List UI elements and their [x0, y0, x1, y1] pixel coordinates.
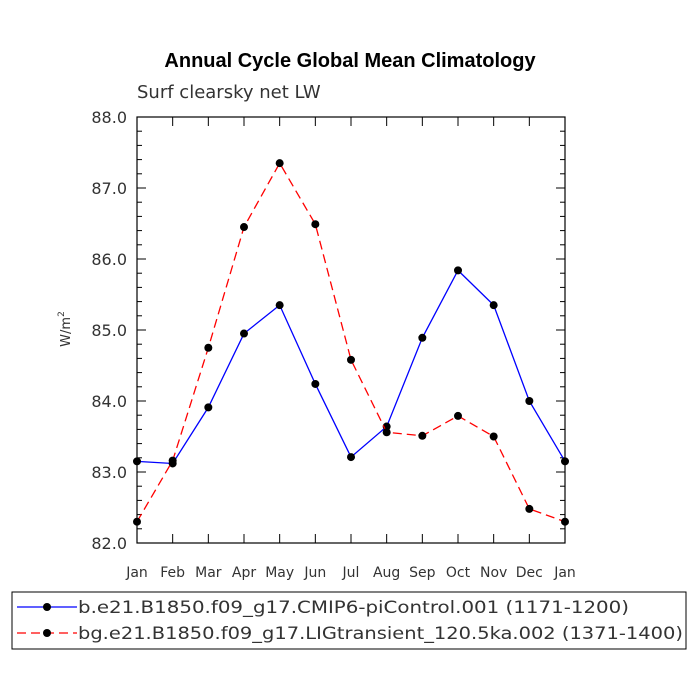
series-2-point [240, 223, 248, 232]
x-tick-label: May [265, 565, 294, 581]
series-1 [133, 266, 569, 468]
series-1-point [204, 403, 213, 412]
series-2-line [136, 161, 566, 523]
series-2-point [311, 220, 320, 229]
x-tick-label: Nov [480, 565, 507, 581]
x-tick-label: Jul [342, 565, 360, 581]
series-layer [133, 159, 569, 526]
x-tick-labels: Jan Feb Mar Apr May Jun Jul Aug Sep Oct Nov Dec Jan [125, 565, 576, 581]
chart-subtitle: Surf clearsky net LW [137, 82, 321, 103]
x-tick-label: Feb [160, 565, 185, 581]
series-2-point [525, 504, 534, 513]
series-1-point [525, 397, 534, 405]
legend-item-1: b.e21.B1850.f09_g17.CMIP6-piControl.001 … [17, 598, 629, 618]
y-tick-label: 82.0 [91, 534, 127, 553]
y-axis-label: W/m2 [57, 311, 74, 347]
chart-title: Annual Cycle Global Mean Climatology [164, 50, 536, 72]
legend-marker [43, 603, 51, 611]
series-1-point [240, 329, 248, 338]
series-2-point [454, 411, 462, 420]
y-tick-label: 84.0 [91, 392, 127, 411]
y-tick-label: 87.0 [91, 179, 127, 198]
x-tick-label: Jan [125, 565, 148, 581]
x-tick-label: Jan [553, 565, 576, 581]
series-1-point [311, 379, 320, 388]
series-2-point [168, 456, 177, 465]
series-1-point [489, 301, 498, 310]
y-axis-label-exponent: 2 [57, 311, 67, 317]
y-tick-labels: 82.0 83.0 84.0 85.0 86.0 87.0 88.0 [91, 108, 127, 553]
series-2-point [275, 159, 284, 168]
y-tick-label: 85.0 [91, 321, 127, 340]
series-2-point [418, 431, 427, 440]
legend: b.e21.B1850.f09_g17.CMIP6-piControl.001 … [11, 591, 687, 650]
svg-text:W/m2: W/m2 [57, 311, 74, 347]
series-1-point [454, 266, 462, 275]
series-2 [133, 159, 569, 526]
x-tick-label: Jun [303, 565, 326, 581]
series-1-line [136, 269, 566, 465]
y-tick-label: 83.0 [91, 463, 127, 482]
x-tick-label: Aug [373, 565, 400, 581]
series-2-point [489, 432, 498, 441]
series-2-point [204, 343, 213, 352]
axis-ticks [136, 116, 566, 544]
x-tick-label: Dec [516, 565, 543, 581]
legend-marker [43, 629, 51, 637]
series-1-point [347, 453, 355, 462]
x-tick-label: Mar [195, 565, 222, 581]
legend-label: b.e21.B1850.f09_g17.CMIP6-piControl.001 … [78, 598, 629, 618]
legend-box [11, 591, 687, 650]
y-tick-label: 86.0 [91, 250, 127, 269]
plot-frame [136, 116, 566, 544]
series-1-point [418, 333, 427, 342]
x-tick-label: Oct [446, 565, 471, 581]
x-tick-label: Apr [232, 565, 256, 581]
series-2-point [347, 355, 355, 364]
series-2-point [382, 428, 391, 437]
x-tick-label: Sep [409, 565, 436, 581]
legend-label: bg.e21.B1850.f09_g17.LIGtransient_120.5k… [78, 624, 683, 644]
y-axis-label-base: W/m [59, 317, 74, 347]
series-1-point [275, 301, 284, 310]
legend-item-2: bg.e21.B1850.f09_g17.LIGtransient_120.5k… [17, 624, 683, 644]
y-tick-label: 88.0 [91, 108, 127, 127]
